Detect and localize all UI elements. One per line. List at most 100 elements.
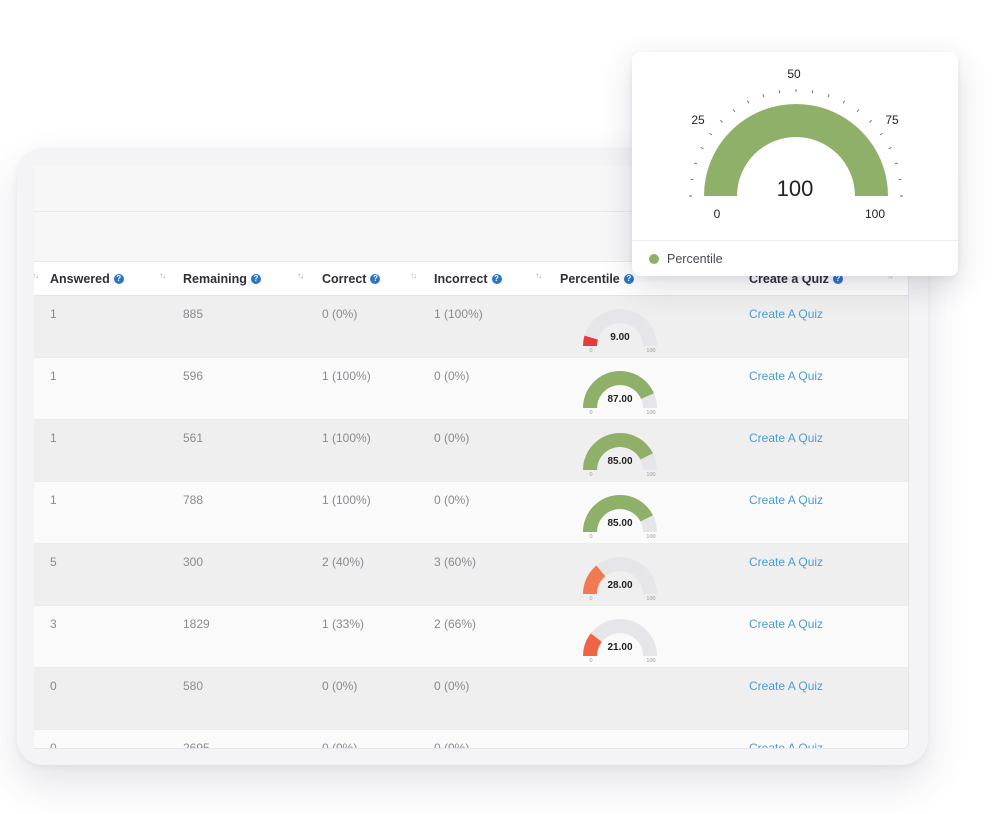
answered-cell: 1 bbox=[50, 307, 57, 321]
table-row: 0 2695 0 (0%) 0 (0%) Create A Quiz bbox=[34, 730, 908, 749]
sort-icon[interactable]: ↑↓ bbox=[410, 271, 417, 280]
gauge-value: 100 bbox=[776, 176, 814, 201]
incorrect-cell: 0 (0%) bbox=[434, 679, 470, 693]
gauge-value-label: 28.00 bbox=[607, 580, 632, 591]
table-row: 1 561 1 (100%) 0 (0%) Create A Quiz 85.00 0 100 bbox=[34, 420, 908, 482]
help-icon[interactable]: ? bbox=[113, 274, 124, 284]
help-icon[interactable]: ? bbox=[370, 274, 381, 284]
create-quiz-link[interactable]: Create A Quiz bbox=[749, 617, 824, 631]
gauge-max-label: 100 bbox=[646, 348, 655, 354]
correct-cell: 0 (0%) bbox=[322, 741, 358, 749]
mini-gauge: 9.00 0 100 bbox=[583, 309, 657, 354]
column-header-correct[interactable]: Correct ? bbox=[322, 272, 381, 286]
remaining-cell: 2695 bbox=[183, 741, 210, 749]
answered-cell: 1 bbox=[50, 493, 57, 507]
create-quiz-link[interactable]: Create A Quiz bbox=[749, 679, 824, 693]
gauge-scale-label: 0 bbox=[714, 207, 721, 221]
incorrect-cell: 0 (0%) bbox=[434, 493, 470, 507]
mini-gauge: 28.00 0 100 bbox=[583, 557, 657, 602]
create-quiz-link[interactable]: Create A Quiz bbox=[749, 555, 824, 569]
create-quiz-link[interactable]: Create A Quiz bbox=[749, 431, 824, 445]
correct-cell: 2 (40%) bbox=[322, 555, 365, 569]
create-quiz-link[interactable]: Create A Quiz bbox=[749, 493, 824, 507]
gauge-value-label: 21.00 bbox=[607, 642, 632, 653]
correct-cell: 0 (0%) bbox=[322, 307, 358, 321]
gauge-max-label: 100 bbox=[646, 472, 655, 478]
incorrect-cell: 1 (100%) bbox=[434, 307, 483, 321]
gauge-max-label: 100 bbox=[646, 658, 655, 664]
sort-icon[interactable]: ↑↓ bbox=[535, 271, 542, 280]
gauge-fill bbox=[583, 335, 598, 346]
gauge-value-label: 85.00 bbox=[607, 456, 632, 467]
gauge-chart: 0 25 50 75 100 bbox=[689, 67, 903, 221]
incorrect-cell: 3 (60%) bbox=[434, 555, 477, 569]
gauge-fill bbox=[583, 565, 606, 594]
create-quiz-link[interactable]: Create A Quiz bbox=[749, 369, 824, 383]
gauge-tick bbox=[827, 94, 830, 98]
gauge-tick bbox=[700, 147, 704, 150]
legend-label: Percentile bbox=[667, 251, 723, 266]
column-label: Answered bbox=[50, 272, 110, 286]
column-label: Incorrect bbox=[434, 272, 488, 286]
gauge-max-label: 100 bbox=[646, 596, 655, 602]
filter-bar bbox=[34, 212, 908, 262]
incorrect-cell: 0 (0%) bbox=[434, 741, 470, 749]
table-row: 1 788 1 (100%) 0 (0%) Create A Quiz 85.00 0 100 bbox=[34, 482, 908, 544]
help-icon[interactable]: ? bbox=[832, 274, 843, 284]
gauge-tick bbox=[888, 147, 892, 150]
gauge-tick bbox=[842, 100, 845, 104]
incorrect-cell: 2 (66%) bbox=[434, 617, 477, 631]
gauge-legend[interactable]: Percentile bbox=[632, 240, 958, 276]
help-icon[interactable]: ? bbox=[491, 274, 502, 284]
correct-cell: 1 (100%) bbox=[322, 369, 371, 383]
gauge-min-label: 0 bbox=[589, 472, 592, 478]
table-row: 1 885 0 (0%) 1 (100%) Create A Quiz 9.00 0 100 bbox=[34, 296, 908, 358]
mini-gauge: 87.00 0 100 bbox=[583, 371, 657, 416]
gauge-tick bbox=[879, 132, 883, 136]
gauge-fill bbox=[583, 495, 653, 532]
remaining-cell: 885 bbox=[183, 307, 204, 321]
remaining-cell: 561 bbox=[183, 431, 204, 445]
gauge-min-label: 0 bbox=[589, 658, 592, 664]
gauge-track bbox=[583, 309, 657, 346]
gauge-tick bbox=[732, 109, 736, 113]
mini-gauge: 85.00 0 100 bbox=[583, 495, 657, 540]
help-icon[interactable]: ? bbox=[623, 274, 634, 284]
column-header-remaining[interactable]: Remaining ? bbox=[183, 272, 261, 286]
column-header-percentile[interactable]: Percentile ? bbox=[560, 272, 634, 286]
gauge-value-label: 9.00 bbox=[610, 332, 630, 343]
answered-cell: 3 bbox=[50, 617, 57, 631]
gauge-scale-label: 75 bbox=[885, 113, 899, 127]
gauge-tick bbox=[856, 109, 860, 113]
table-row: 3 1829 1 (33%) 2 (66%) Create A Quiz 21.00 0 10… bbox=[34, 606, 908, 668]
gauge-tick bbox=[720, 120, 723, 123]
column-header-incorrect[interactable]: Incorrect ? bbox=[434, 272, 502, 286]
column-label: Remaining bbox=[183, 272, 247, 286]
sort-icon[interactable]: ↑↓ bbox=[159, 271, 166, 280]
gauge-tick bbox=[709, 132, 713, 136]
gauge-tick bbox=[894, 162, 898, 165]
gauge-min-label: 0 bbox=[589, 534, 592, 540]
gauge-track bbox=[583, 619, 657, 656]
help-icon[interactable]: ? bbox=[250, 274, 261, 284]
percentile-gauge-popup: 0 25 50 75 100 100 Percentile bbox=[632, 52, 958, 276]
gauge-fill bbox=[583, 371, 654, 408]
gauge-tick bbox=[694, 162, 698, 165]
gauge-value-label: 85.00 bbox=[607, 518, 632, 529]
gauge-scale-label: 100 bbox=[865, 207, 885, 221]
table-row: 5 300 2 (40%) 3 (60%) Create A Quiz 28.00 0 100 bbox=[34, 544, 908, 606]
create-quiz-link[interactable]: Create A Quiz bbox=[749, 741, 824, 749]
create-quiz-link[interactable]: Create A Quiz bbox=[749, 307, 824, 321]
gauge-min-label: 0 bbox=[589, 596, 592, 602]
mini-gauge: 85.00 0 100 bbox=[583, 433, 657, 478]
gauge-scale-label: 25 bbox=[691, 113, 705, 127]
answered-cell: 0 bbox=[50, 679, 57, 693]
sort-icon[interactable]: ↑↓ bbox=[297, 271, 304, 280]
remaining-cell: 596 bbox=[183, 369, 204, 383]
correct-cell: 1 (100%) bbox=[322, 431, 371, 445]
table-row: 0 580 0 (0%) 0 (0%) Create A Quiz bbox=[34, 668, 908, 730]
gauge-max-label: 100 bbox=[646, 534, 655, 540]
sort-icon[interactable]: ↑↓ bbox=[34, 271, 39, 280]
gauge-tick bbox=[762, 94, 765, 98]
column-header-answered[interactable]: Answered ? bbox=[50, 272, 124, 286]
